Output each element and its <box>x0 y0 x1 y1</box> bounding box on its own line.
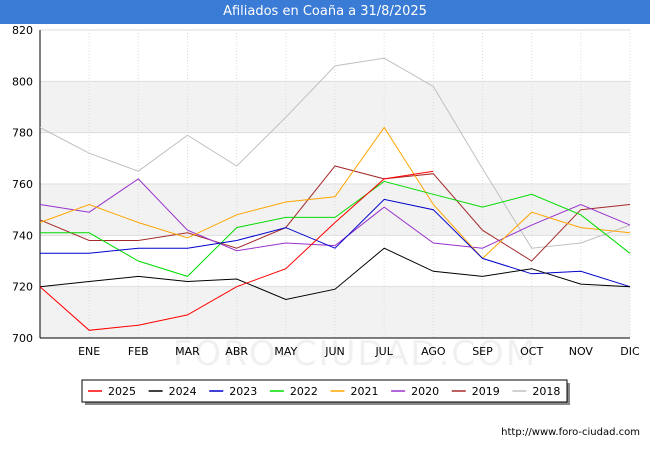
legend-label-2018: 2018 <box>532 385 560 398</box>
legend-label-2019: 2019 <box>472 385 500 398</box>
series-line-2023 <box>40 198 631 288</box>
x-tick-label: OCT <box>520 345 543 358</box>
x-tick-label: DIC <box>620 345 640 358</box>
x-tick-label: ENE <box>78 345 100 358</box>
source-url[interactable]: http://www.foro-ciudad.com <box>501 427 640 438</box>
watermark: FORO-CIUDAD.COM <box>173 334 537 374</box>
x-tick-label: AGO <box>421 345 446 358</box>
series-line-2018 <box>39 57 631 249</box>
x-tick-label: SEP <box>472 345 493 358</box>
series-line-2020 <box>39 178 631 252</box>
y-tick-label: 700 <box>12 332 33 345</box>
y-tick-label: 820 <box>12 24 33 37</box>
x-tick-label: FEB <box>128 345 149 358</box>
x-tick-label: MAR <box>175 345 200 358</box>
legend-label-2024: 2024 <box>169 385 197 398</box>
legend-label-2023: 2023 <box>229 385 257 398</box>
grid-band <box>40 184 630 236</box>
y-tick-label: 800 <box>12 75 33 88</box>
x-tick-label: NOV <box>569 345 594 358</box>
series-line-2019 <box>39 165 631 262</box>
chart-title: Afiliados en Coaña a 31/8/2025 <box>0 0 650 24</box>
series-line-2022 <box>40 180 631 277</box>
y-tick-label: 780 <box>12 127 33 140</box>
x-tick-label: JUL <box>374 345 393 358</box>
grid-band <box>40 30 630 82</box>
series-line-2021 <box>39 126 631 260</box>
x-tick-label: JUN <box>324 345 345 358</box>
legend-label-2021: 2021 <box>351 385 379 398</box>
series-line-2025 <box>39 170 434 331</box>
y-tick-label: 760 <box>12 178 33 191</box>
grid-band <box>40 81 630 133</box>
y-tick-label: 740 <box>12 229 33 242</box>
legend-label-2020: 2020 <box>411 385 439 398</box>
legend-label-2022: 2022 <box>290 385 318 398</box>
series-line-2024 <box>39 247 631 301</box>
x-tick-label: MAY <box>274 345 297 358</box>
legend-box <box>81 379 568 403</box>
y-tick-label: 720 <box>12 281 33 294</box>
grid-band <box>40 132 630 184</box>
x-tick-label: ABR <box>225 345 248 358</box>
legend-label-2025: 2025 <box>108 385 136 398</box>
